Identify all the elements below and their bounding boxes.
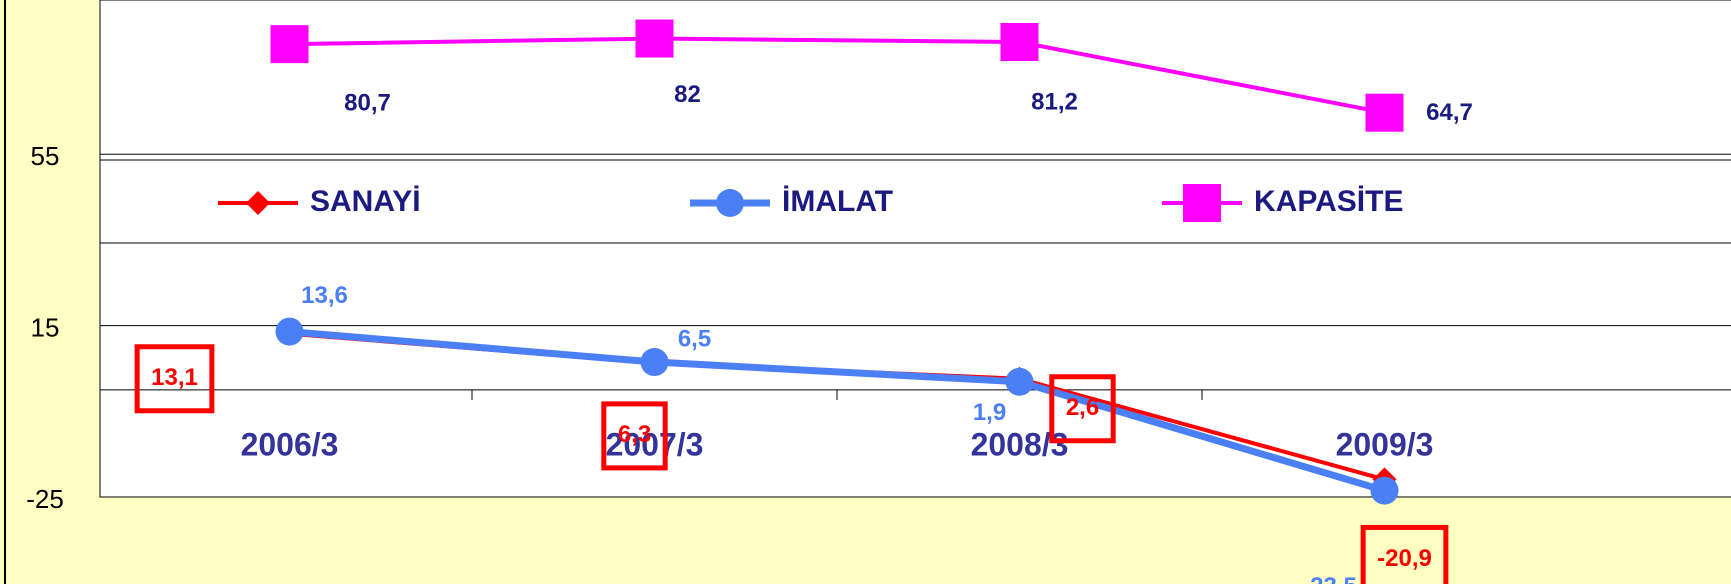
label-box	[601, 401, 668, 471]
data-label: 2,6	[1066, 394, 1099, 421]
legend	[99, 159, 1731, 244]
marker	[246, 191, 270, 215]
label-box	[1360, 524, 1449, 584]
label-box	[1049, 374, 1116, 444]
marker	[275, 317, 304, 346]
marker	[1370, 476, 1399, 505]
x-tick-label: 2007/3	[606, 426, 704, 462]
data-label: 13,6	[301, 282, 348, 309]
marker	[716, 189, 744, 217]
series-line	[289, 36, 1385, 115]
marker	[270, 25, 309, 64]
data-label: 6,3	[618, 421, 651, 448]
series-line	[289, 328, 1386, 494]
data-label: -20,9	[1377, 545, 1432, 572]
legend-label: KAPASİTE	[1254, 185, 1403, 218]
y-tick-label: 15	[31, 312, 60, 342]
legend-label: SANAYİ	[310, 185, 421, 218]
marker	[635, 19, 674, 58]
marker	[1000, 22, 1039, 61]
data-label: 13,1	[151, 364, 198, 391]
x-tick-label: 2006/3	[241, 426, 339, 462]
data-label: 80,7	[344, 89, 391, 116]
y-tick-label: 55	[31, 141, 60, 171]
x-tick-label: 2009/3	[1336, 426, 1434, 462]
marker	[1365, 93, 1404, 132]
marker	[640, 348, 669, 377]
data-label: -23,5	[1302, 573, 1357, 584]
data-label: 6,5	[678, 325, 711, 352]
data-label: 82	[674, 81, 701, 108]
plot-area	[99, 0, 1731, 498]
data-label: 1,9	[973, 399, 1006, 426]
marker	[1183, 184, 1221, 222]
legend-label: İMALAT	[782, 185, 893, 218]
marker	[1005, 367, 1034, 396]
y-tick-label: -25	[26, 484, 64, 514]
data-label: 81,2	[1031, 88, 1078, 115]
label-box	[134, 344, 215, 414]
data-label: 64,7	[1426, 99, 1473, 126]
